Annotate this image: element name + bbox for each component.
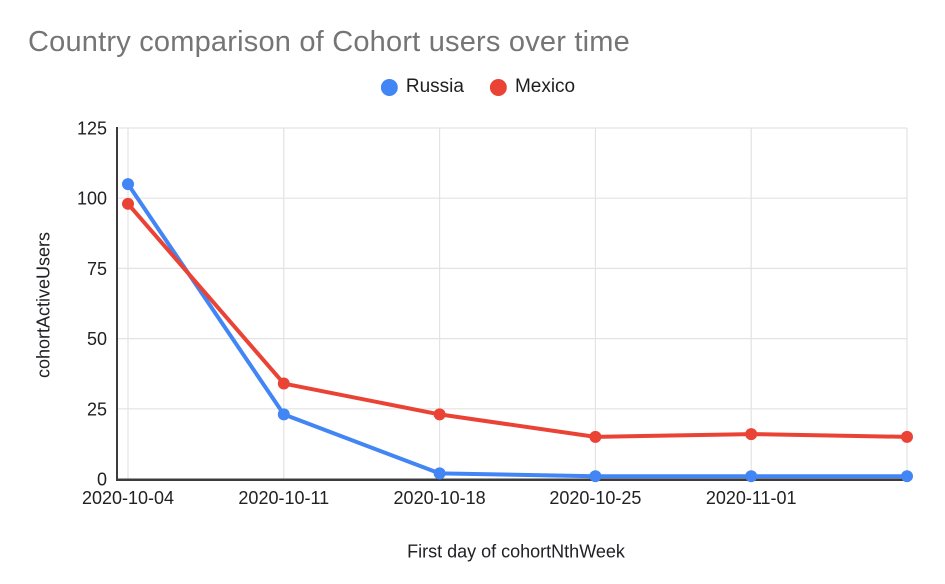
y-tick-label: 75	[87, 259, 107, 279]
data-point-mexico	[745, 428, 758, 441]
data-point-mexico	[122, 197, 134, 210]
legend-item-russia[interactable]: Russia	[380, 76, 464, 98]
y-tick-label: 125	[77, 119, 107, 139]
y-tick-label: 100	[77, 189, 107, 209]
data-point-mexico	[901, 430, 913, 443]
chart-title: Country comparison of Cohort users over …	[28, 26, 630, 58]
series-line-russia	[126, 182, 909, 479]
data-point-mexico	[433, 408, 446, 421]
data-point-russia	[901, 470, 913, 483]
y-tick-label: 25	[87, 399, 107, 419]
data-point-russia	[589, 470, 602, 483]
data-point-russia	[277, 408, 290, 421]
y-tick-label: 0	[97, 470, 107, 490]
x-tick-label: 2020-10-25	[549, 488, 641, 508]
data-point-mexico	[589, 430, 602, 443]
legend-label-russia: Russia	[405, 76, 464, 97]
data-point-mexico	[277, 377, 290, 390]
x-tick-label: 2020-10-11	[238, 488, 329, 508]
y-tick-label: 50	[87, 329, 107, 349]
data-point-russia	[122, 178, 134, 191]
data-point-russia	[433, 467, 446, 480]
legend-label-mexico: Mexico	[514, 76, 576, 97]
data-point-russia	[745, 470, 758, 483]
legend-dot-mexico-icon	[489, 78, 507, 96]
chart-legend: Russia Mexico	[380, 76, 576, 98]
x-axis-title: First day of cohortNthWeek	[407, 541, 625, 562]
x-tick-label: 2020-10-18	[394, 488, 486, 508]
series-line-mexico	[126, 201, 909, 439]
x-tick-label: 2020-10-04	[82, 488, 174, 508]
x-tick-label: 2020-11-01	[706, 488, 797, 508]
legend-dot-russia-icon	[380, 78, 398, 96]
legend-item-mexico[interactable]: Mexico	[489, 76, 576, 98]
